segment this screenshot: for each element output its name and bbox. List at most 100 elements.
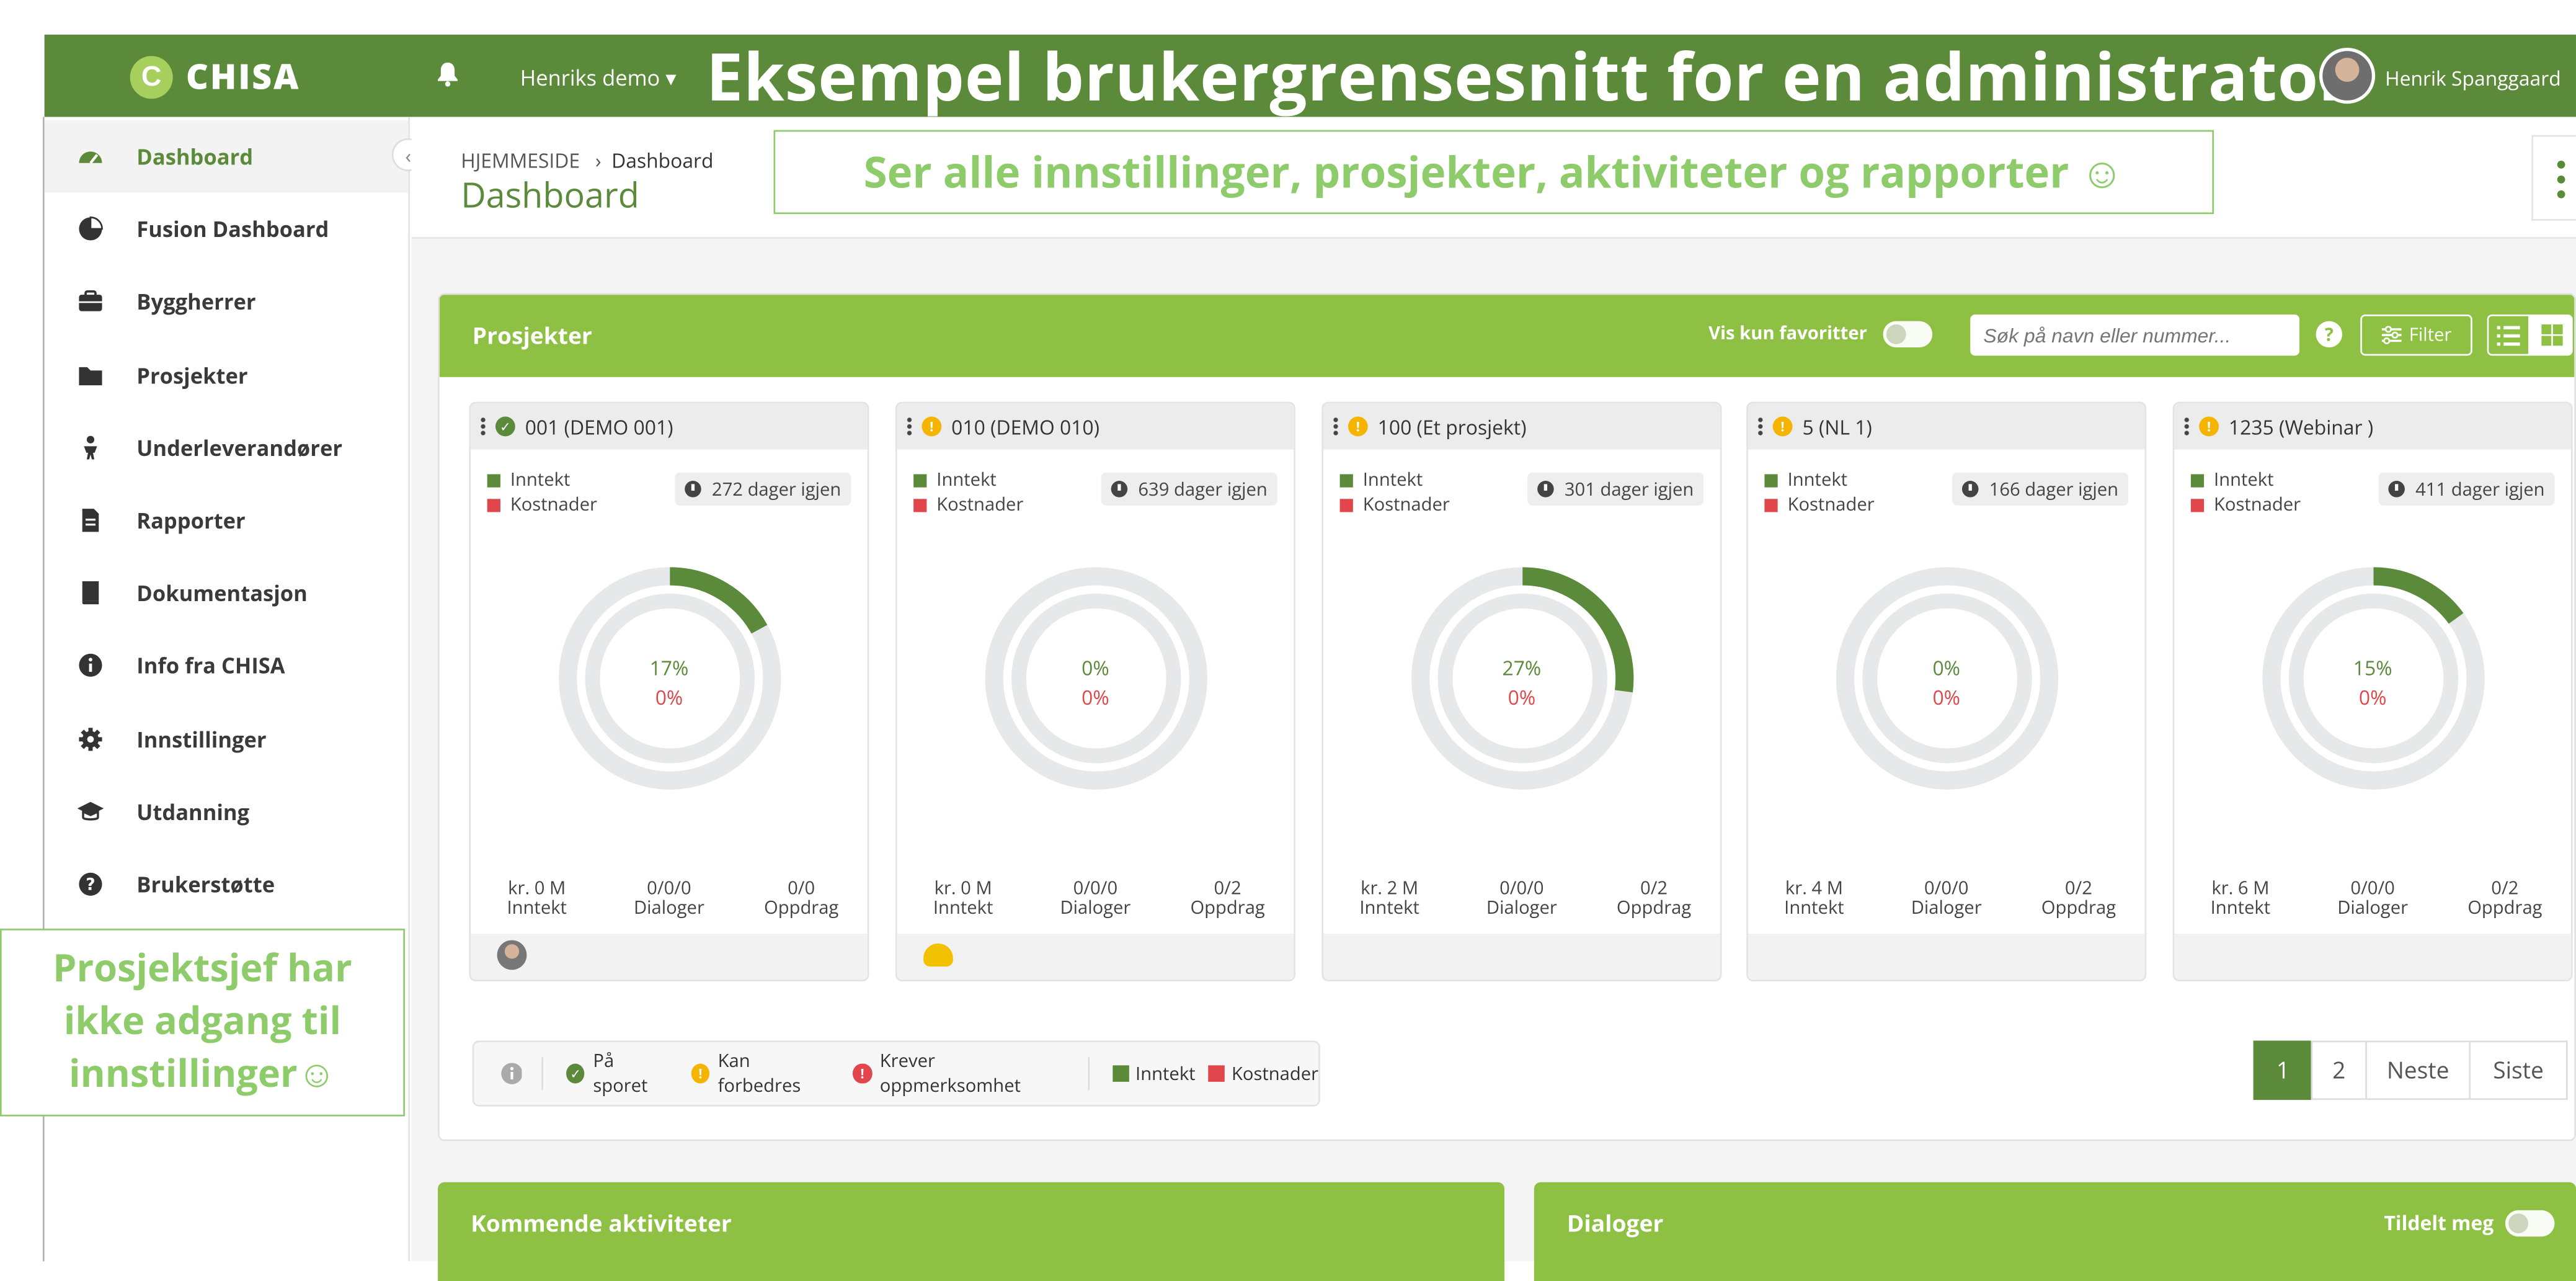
sidebar-item-label: Byggherrer xyxy=(136,286,256,316)
favorites-toggle[interactable] xyxy=(1883,321,1933,348)
bell-icon[interactable] xyxy=(436,61,459,87)
days-left: 166 dager igjen xyxy=(1989,476,2119,502)
stat-label: Dialoger xyxy=(633,895,704,921)
list-view-button[interactable] xyxy=(2487,314,2530,356)
more-vertical-icon[interactable] xyxy=(1333,416,1338,437)
breadcrumb-current: Dashboard xyxy=(611,146,714,175)
project-stats: kr. 0 M Inntekt 0/0/0 Dialoger 0/2 Oppdrag xyxy=(897,876,1294,921)
stat-value: kr. 0 M xyxy=(934,876,992,901)
warning-icon: ! xyxy=(691,1063,710,1084)
project-card-footer xyxy=(471,933,868,980)
stat-value: 0/0/0 xyxy=(1073,876,1118,901)
sidebar-item-dashboard[interactable]: Dashboard xyxy=(44,120,409,193)
status-legend: ✓ På sporet ! Kan forbedres ! Krever opp… xyxy=(472,1040,1320,1107)
project-card[interactable]: ! 010 (DEMO 010) Inntekt Kostnader 639 d… xyxy=(895,401,1295,981)
folder-icon xyxy=(79,367,102,386)
search-help-icon[interactable]: ? xyxy=(2316,321,2343,348)
next-page-button[interactable]: Neste xyxy=(2365,1040,2471,1100)
more-vertical-icon[interactable] xyxy=(481,416,486,437)
stat-value: 0/0/0 xyxy=(2350,876,2395,901)
sidebar-item-rapporter[interactable]: Rapporter xyxy=(45,484,409,556)
user-avatar[interactable] xyxy=(2319,47,2376,104)
legend-income: Inntekt xyxy=(1339,468,1423,493)
projects-panel-header: Prosjekter Vis kun favoritter ? Filter xyxy=(439,295,2575,377)
more-vertical-icon[interactable] xyxy=(907,416,912,437)
project-card[interactable]: ! 100 (Et prosjekt) Inntekt Kostnader 30… xyxy=(1321,401,1722,981)
legend-label: Kostnader xyxy=(1362,492,1450,517)
project-title[interactable]: 1235 (Webinar ) xyxy=(2228,412,2374,441)
workspace-dropdown[interactable]: Henriks demo ▾ xyxy=(520,63,677,92)
sidebar-item-utdanning[interactable]: Utdanning xyxy=(45,775,409,848)
project-title[interactable]: 5 (NL 1) xyxy=(1802,412,1872,441)
warning-icon: ! xyxy=(922,416,942,437)
breadcrumb: HJEMMESIDE › Dashboard xyxy=(461,146,713,174)
side-panel-toggle[interactable] xyxy=(2531,135,2576,221)
sidebar-item-prosjekter[interactable]: Prosjekter xyxy=(45,339,409,412)
list-icon xyxy=(2497,326,2520,346)
overlay-headline: Eksempel brukergrensesnitt for en admini… xyxy=(706,29,2350,120)
project-title[interactable]: 001 (DEMO 001) xyxy=(525,412,673,441)
hardhat-icon[interactable] xyxy=(923,943,953,967)
project-card-header: ! 5 (NL 1) xyxy=(1748,403,2145,450)
stat-dialogs: 0/0/0 Dialoger xyxy=(1455,878,1588,919)
project-card[interactable]: ! 5 (NL 1) Inntekt Kostnader 166 dager i… xyxy=(1746,401,2147,981)
assigned-to-me-toggle[interactable] xyxy=(2505,1210,2555,1237)
project-title[interactable]: 010 (DEMO 010) xyxy=(951,412,1100,441)
cost-ring-track xyxy=(1011,593,1181,764)
breadcrumb-home[interactable]: HJEMMESIDE xyxy=(461,146,580,175)
project-card[interactable]: ! 1235 (Webinar ) Inntekt Kostnader 411 … xyxy=(2172,401,2573,981)
sidebar-item-fusion-dashboard[interactable]: Fusion Dashboard xyxy=(45,193,409,266)
page-2-button[interactable]: 2 xyxy=(2311,1040,2367,1100)
clock-icon xyxy=(1538,481,1555,498)
more-vertical-icon[interactable] xyxy=(1757,416,1763,437)
legend-label: Kostnader xyxy=(2214,492,2301,517)
upcoming-activities-panel: Kommende aktiviteter xyxy=(438,1182,1505,1281)
sidebar-item-brukerstotte[interactable]: ? Brukerstøtte xyxy=(45,848,409,921)
legend-income: Inntekt xyxy=(2190,467,2274,493)
chisa-logo[interactable]: C CHISA xyxy=(130,55,300,100)
sidebar-item-innstillinger[interactable]: Innstillinger xyxy=(45,703,409,775)
income-percent: 15% xyxy=(2353,653,2392,682)
more-vertical-icon[interactable] xyxy=(2184,416,2190,437)
legend-label: Inntekt xyxy=(510,467,571,493)
sidebar-item-label: Dokumentasjon xyxy=(136,578,308,608)
stat-label: Oppdrag xyxy=(1190,895,1265,921)
cost-ring-track xyxy=(2288,593,2459,764)
sidebar-item-label: Fusion Dashboard xyxy=(136,214,329,244)
project-search-input[interactable] xyxy=(1970,314,2300,356)
team-member-avatar[interactable] xyxy=(497,940,527,970)
user-name[interactable]: Henrik Spanggaard xyxy=(2385,64,2561,92)
chevron-left-icon: ‹ xyxy=(405,140,412,169)
income-swatch xyxy=(1339,473,1353,487)
stat-value: 0/2 xyxy=(1214,876,1241,901)
stat-value: kr. 2 M xyxy=(1361,876,1419,901)
stat-tasks: 0/2 Oppdrag xyxy=(2439,878,2571,919)
info-icon xyxy=(79,653,102,677)
sidebar-item-dokumentasjon[interactable]: Dokumentasjon xyxy=(45,556,409,629)
worker-icon xyxy=(84,435,97,460)
sidebar-item-label: Info fra CHISA xyxy=(136,650,285,681)
progress-rings xyxy=(1836,567,2059,790)
cost-ring-track xyxy=(585,593,755,764)
sidebar-item-byggherrer[interactable]: Byggherrer xyxy=(45,265,409,337)
cost-percent: 0% xyxy=(1932,683,1960,712)
page-1-button[interactable]: 1 xyxy=(2253,1040,2313,1100)
project-title[interactable]: 100 (Et prosjekt) xyxy=(1377,412,1527,441)
legend-divider xyxy=(541,1057,544,1091)
days-left: 301 dager igjen xyxy=(1564,476,1694,502)
stat-tasks: 0/2 Oppdrag xyxy=(2012,878,2144,919)
grid-view-button[interactable] xyxy=(2529,314,2573,356)
filter-button[interactable]: Filter xyxy=(2360,314,2472,356)
sidebar-item-underleverandorer[interactable]: Underleverandører xyxy=(45,412,409,484)
favorites-label: Vis kun favoritter xyxy=(1708,321,1867,346)
legend-label: Inntekt xyxy=(2214,467,2274,493)
days-left: 639 dager igjen xyxy=(1138,476,1268,502)
stat-tasks: 0/2 Oppdrag xyxy=(1161,876,1294,921)
cost-percent: 0% xyxy=(655,683,683,712)
last-page-button[interactable]: Siste xyxy=(2469,1040,2568,1100)
days-left: 272 dager igjen xyxy=(711,476,842,502)
project-card[interactable]: ✓ 001 (DEMO 001) Inntekt Kostnader 272 d… xyxy=(469,401,869,981)
stat-label: Dialoger xyxy=(1060,895,1131,921)
sidebar-item-info-fra-chisa[interactable]: Info fra CHISA xyxy=(45,629,409,702)
page-title: Dashboard xyxy=(461,172,639,220)
